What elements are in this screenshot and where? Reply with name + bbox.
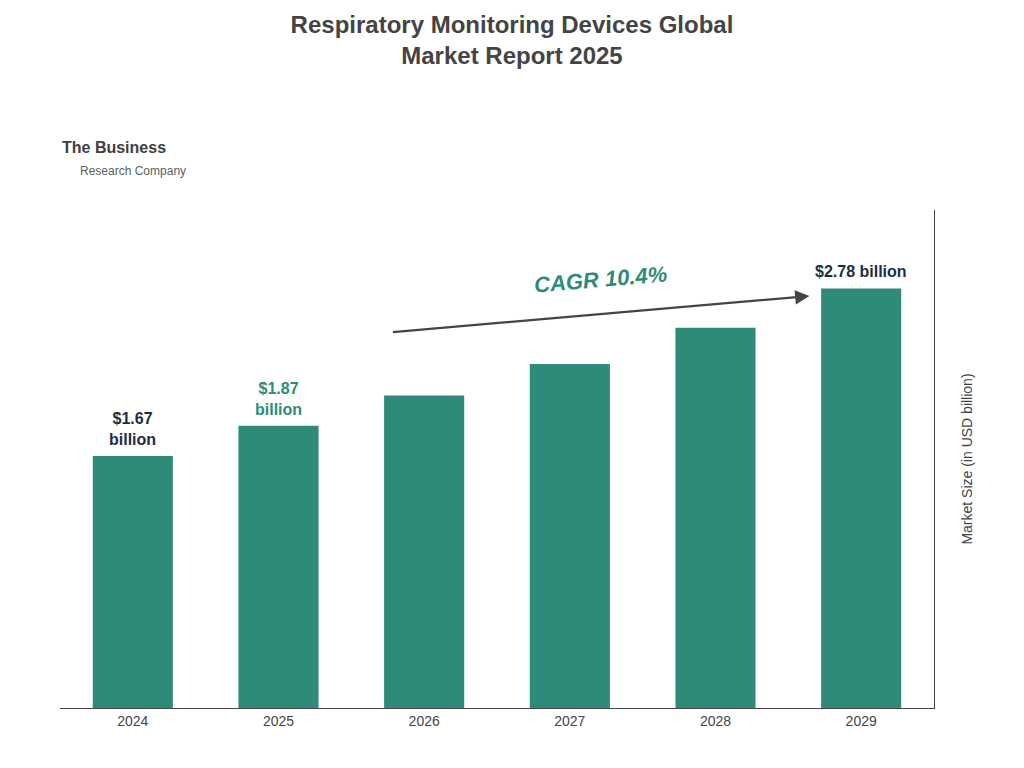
svg-text:$1.67billion: $1.67billion [109,410,156,448]
svg-text:2025: 2025 [263,713,294,729]
svg-text:2027: 2027 [554,713,585,729]
svg-text:2026: 2026 [409,713,440,729]
svg-text:2028: 2028 [700,713,731,729]
svg-text:$2.78 billion: $2.78 billion [815,263,907,280]
svg-text:Respiratory Monitoring Devices: Respiratory Monitoring Devices GlobalMar… [291,11,734,69]
svg-text:Market Size (in USD billion): Market Size (in USD billion) [959,373,975,544]
svg-text:2024: 2024 [117,713,148,729]
svg-text:$1.87billion: $1.87billion [255,380,302,418]
svg-text:2029: 2029 [846,713,877,729]
svg-text:The Business: The Business [62,139,166,156]
svg-text:Research Company: Research Company [80,164,186,178]
svg-text:CAGR 10.4%: CAGR 10.4% [533,261,668,297]
